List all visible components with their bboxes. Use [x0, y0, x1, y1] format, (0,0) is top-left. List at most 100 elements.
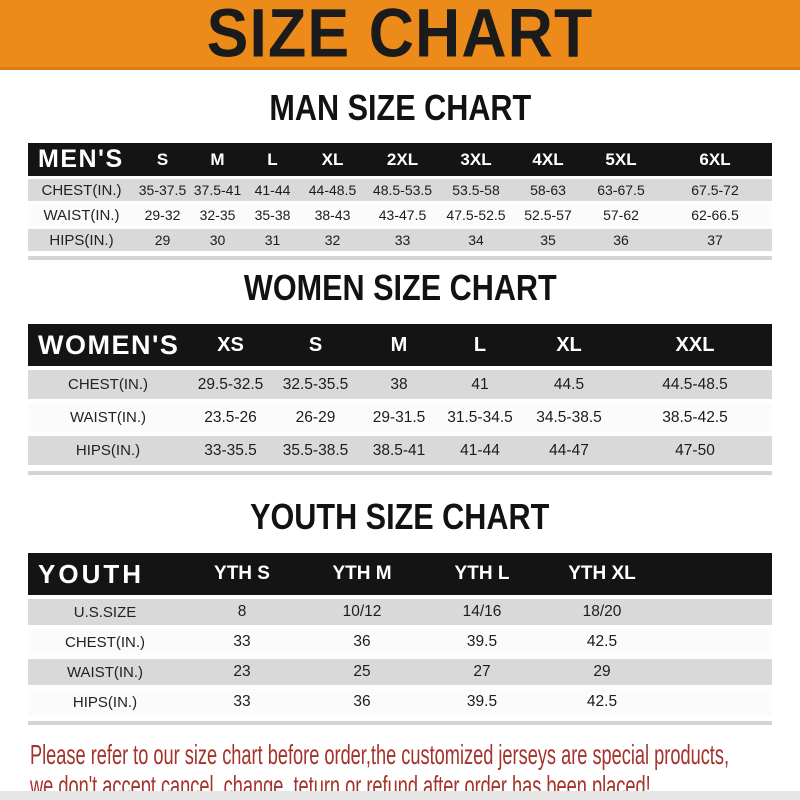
- size-value: 37: [707, 232, 723, 248]
- size-header-bar: YOUTH YTH S YTH M YTH L YTH XL: [28, 553, 772, 595]
- size-value: 35.5-38.5: [282, 441, 349, 459]
- row-label: CHEST(IN.): [68, 376, 148, 393]
- men-section-title: MAN SIZE CHART: [269, 88, 531, 129]
- size-column-header: 2XL: [386, 149, 419, 169]
- size-value: 38: [390, 375, 408, 393]
- table-row: WAIST(IN.) 23 25 27 29: [28, 659, 772, 685]
- size-value: 41-44: [460, 441, 500, 459]
- size-column-header: S: [156, 149, 169, 169]
- size-value: 38.5-41: [372, 441, 426, 459]
- size-value: 29-32: [144, 207, 181, 223]
- table-row: HIPS(IN.) 33 36 39.5 42.5: [28, 689, 772, 715]
- size-value: 43-47.5: [378, 207, 427, 223]
- size-column-header: M: [390, 333, 408, 356]
- size-value: 36: [353, 633, 371, 650]
- row-label: WAIST(IN.): [66, 663, 144, 681]
- size-value: 47.5-52.5: [446, 207, 506, 223]
- table-row: CHEST(IN.) 35-37.5 37.5-41 41-44 44-48.5 48.5…: [28, 179, 772, 201]
- size-value: 8: [237, 603, 247, 620]
- size-value: 34: [468, 232, 484, 248]
- size-value: 36: [353, 693, 371, 710]
- size-column-header: S: [308, 333, 323, 356]
- table-row: CHEST(IN.) 33 36 39.5 42.5: [28, 629, 772, 655]
- table-row: HIPS(IN.) 33-35.5 35.5-38.5 38.5-41 41-44 44-…: [28, 436, 772, 465]
- row-label: HIPS(IN.): [49, 231, 114, 249]
- size-value: 53.5-58: [452, 182, 500, 198]
- size-value: 30: [209, 232, 226, 248]
- table-row: CHEST(IN.) 29.5-32.5 32.5-35.5 38 41 44.5 44.5…: [28, 370, 772, 399]
- row-label: WAIST(IN.): [43, 206, 120, 224]
- size-header-bar: WOMEN'S XS S M L XL XXL: [28, 324, 772, 366]
- size-value: 33: [233, 633, 251, 650]
- size-column-header: XL: [556, 333, 582, 356]
- size-value: 41: [471, 375, 489, 393]
- men-section-heading: MAN SIZE CHART: [28, 70, 772, 140]
- size-value: 14/16: [462, 603, 502, 620]
- size-header-bar: MEN'S S M L XL 2XL 3XL 4XL 5XL 6XL: [28, 143, 772, 176]
- row-label: CHEST(IN.): [65, 633, 145, 651]
- banner: SIZE CHART: [0, 0, 800, 72]
- youth-section-title: YOUTH SIZE CHART: [250, 497, 550, 538]
- bar-spacer: [662, 553, 772, 595]
- size-value: 67.5-72: [691, 182, 739, 198]
- size-value: 48.5-53.5: [372, 182, 433, 198]
- size-value: 18/20: [582, 603, 622, 620]
- size-column-header: YTH L: [454, 563, 510, 584]
- size-value: 35-37.5: [138, 182, 187, 198]
- size-value: 33-35.5: [204, 441, 257, 459]
- youth-size-section: YOUTH SIZE CHART YOUTH YTH S YTH M YTH L YTH…: [28, 475, 772, 725]
- size-column-header: 6XL: [699, 149, 731, 169]
- women-table-bottom-rule: [28, 471, 772, 475]
- group-label: YOUTH: [38, 558, 144, 589]
- youth-section-heading: YOUTH SIZE CHART: [28, 475, 772, 549]
- youth-table-bottom-rule: [28, 721, 772, 725]
- size-value: 39.5: [466, 693, 498, 710]
- women-section-heading: WOMEN SIZE CHART: [28, 260, 772, 320]
- size-value: 27: [473, 663, 491, 680]
- row-spacer: [662, 689, 772, 715]
- men-size-table: MEN'S S M L XL 2XL 3XL 4XL 5XL 6XL CHEST(IN.) 35-37…: [28, 140, 772, 254]
- size-value: 58-63: [530, 182, 566, 198]
- size-value: 52.5-57: [524, 207, 572, 223]
- size-value: 44.5-48.5: [662, 375, 728, 393]
- size-value: 42.5: [586, 693, 618, 710]
- size-value: 34.5-38.5: [536, 408, 602, 426]
- size-value: 57-62: [603, 207, 639, 223]
- size-value: 31: [264, 232, 281, 248]
- size-value: 33: [394, 232, 411, 248]
- group-label: WOMEN'S: [38, 329, 180, 360]
- banner-title: SIZE CHART: [206, 0, 594, 72]
- size-value: 44.5: [553, 375, 585, 393]
- size-value: 23: [233, 663, 251, 680]
- size-column-header: L: [473, 333, 487, 356]
- size-value: 42.5: [586, 633, 618, 650]
- row-label: HIPS(IN.): [72, 693, 138, 711]
- size-value: 33: [233, 693, 251, 710]
- size-value: 29: [593, 663, 611, 680]
- row-spacer: [662, 659, 772, 685]
- row-label: CHEST(IN.): [41, 181, 122, 199]
- size-value: 10/12: [342, 603, 382, 620]
- size-column-header: M: [210, 149, 225, 169]
- size-column-header: XS: [217, 333, 244, 356]
- size-value: 26-29: [295, 408, 336, 426]
- table-row: WAIST(IN.) 29-32 32-35 35-38 38-43 43-47.5 47.…: [28, 204, 772, 226]
- row-spacer: [662, 599, 772, 625]
- size-value: 39.5: [466, 633, 498, 650]
- size-value: 37.5-41: [193, 182, 242, 198]
- size-value: 29.5-32.5: [197, 375, 264, 393]
- size-value: 47-50: [675, 441, 715, 459]
- disclaimer: Please refer to our size chart before or…: [0, 725, 800, 800]
- row-label: HIPS(IN.): [75, 442, 141, 459]
- size-value: 23.5-26: [204, 408, 257, 426]
- table-row: HIPS(IN.) 29 30 31 32 33 34 35 36 37: [28, 229, 772, 251]
- size-value: 36: [613, 232, 629, 248]
- table-row: WAIST(IN.) 23.5-26 26-29 29-31.5 31.5-34.5 34…: [28, 403, 772, 432]
- size-value: 31.5-34.5: [447, 408, 513, 426]
- size-value: 44-47: [549, 441, 589, 459]
- size-column-header: 4XL: [532, 149, 564, 169]
- size-value: 62-66.5: [691, 207, 739, 223]
- size-value: 32-35: [199, 207, 236, 223]
- size-column-header: YTH XL: [568, 563, 636, 584]
